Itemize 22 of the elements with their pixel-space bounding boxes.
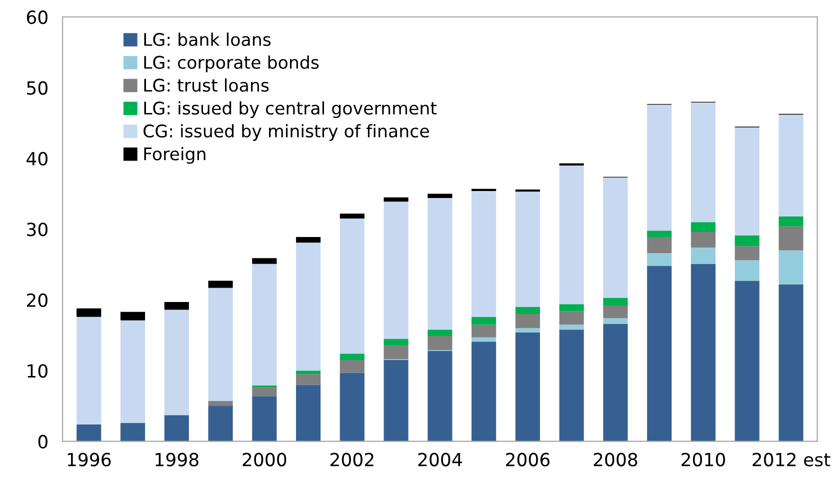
legend-label: LG: issued by central government (144, 101, 437, 118)
y-tick-label: 40 (26, 152, 48, 166)
legend-label: CG: issued by ministry of finance (144, 124, 429, 141)
y-tick-label: 10 (28, 364, 48, 378)
x-tick-label: 2006 (506, 452, 550, 466)
y-tick-label: 20 (27, 293, 48, 308)
legend-label: LG: bank loans (144, 32, 271, 46)
legend-label: LG: corporate bonds (144, 55, 319, 72)
x-tick-label: 2008 (594, 452, 638, 466)
x-tick-label: 2004 (418, 452, 462, 466)
y-tick-label: 60 (26, 10, 48, 24)
y-tick-label: 0 (38, 434, 48, 448)
x-tick-label: 1998 (156, 452, 198, 466)
y-tick-label: 50 (27, 81, 48, 95)
legend-label: Foreign (144, 146, 206, 164)
x-tick-label: 1996 (68, 452, 111, 466)
y-tick-label: 30 (27, 222, 48, 236)
legend-label: LG: trust loans (144, 78, 269, 92)
x-tick-label: 2002 (330, 452, 374, 466)
x-tick-label: 2000 (242, 452, 286, 466)
x-tick-label: 2010 (682, 452, 726, 466)
x-tick-label: 2012 est (752, 452, 830, 466)
